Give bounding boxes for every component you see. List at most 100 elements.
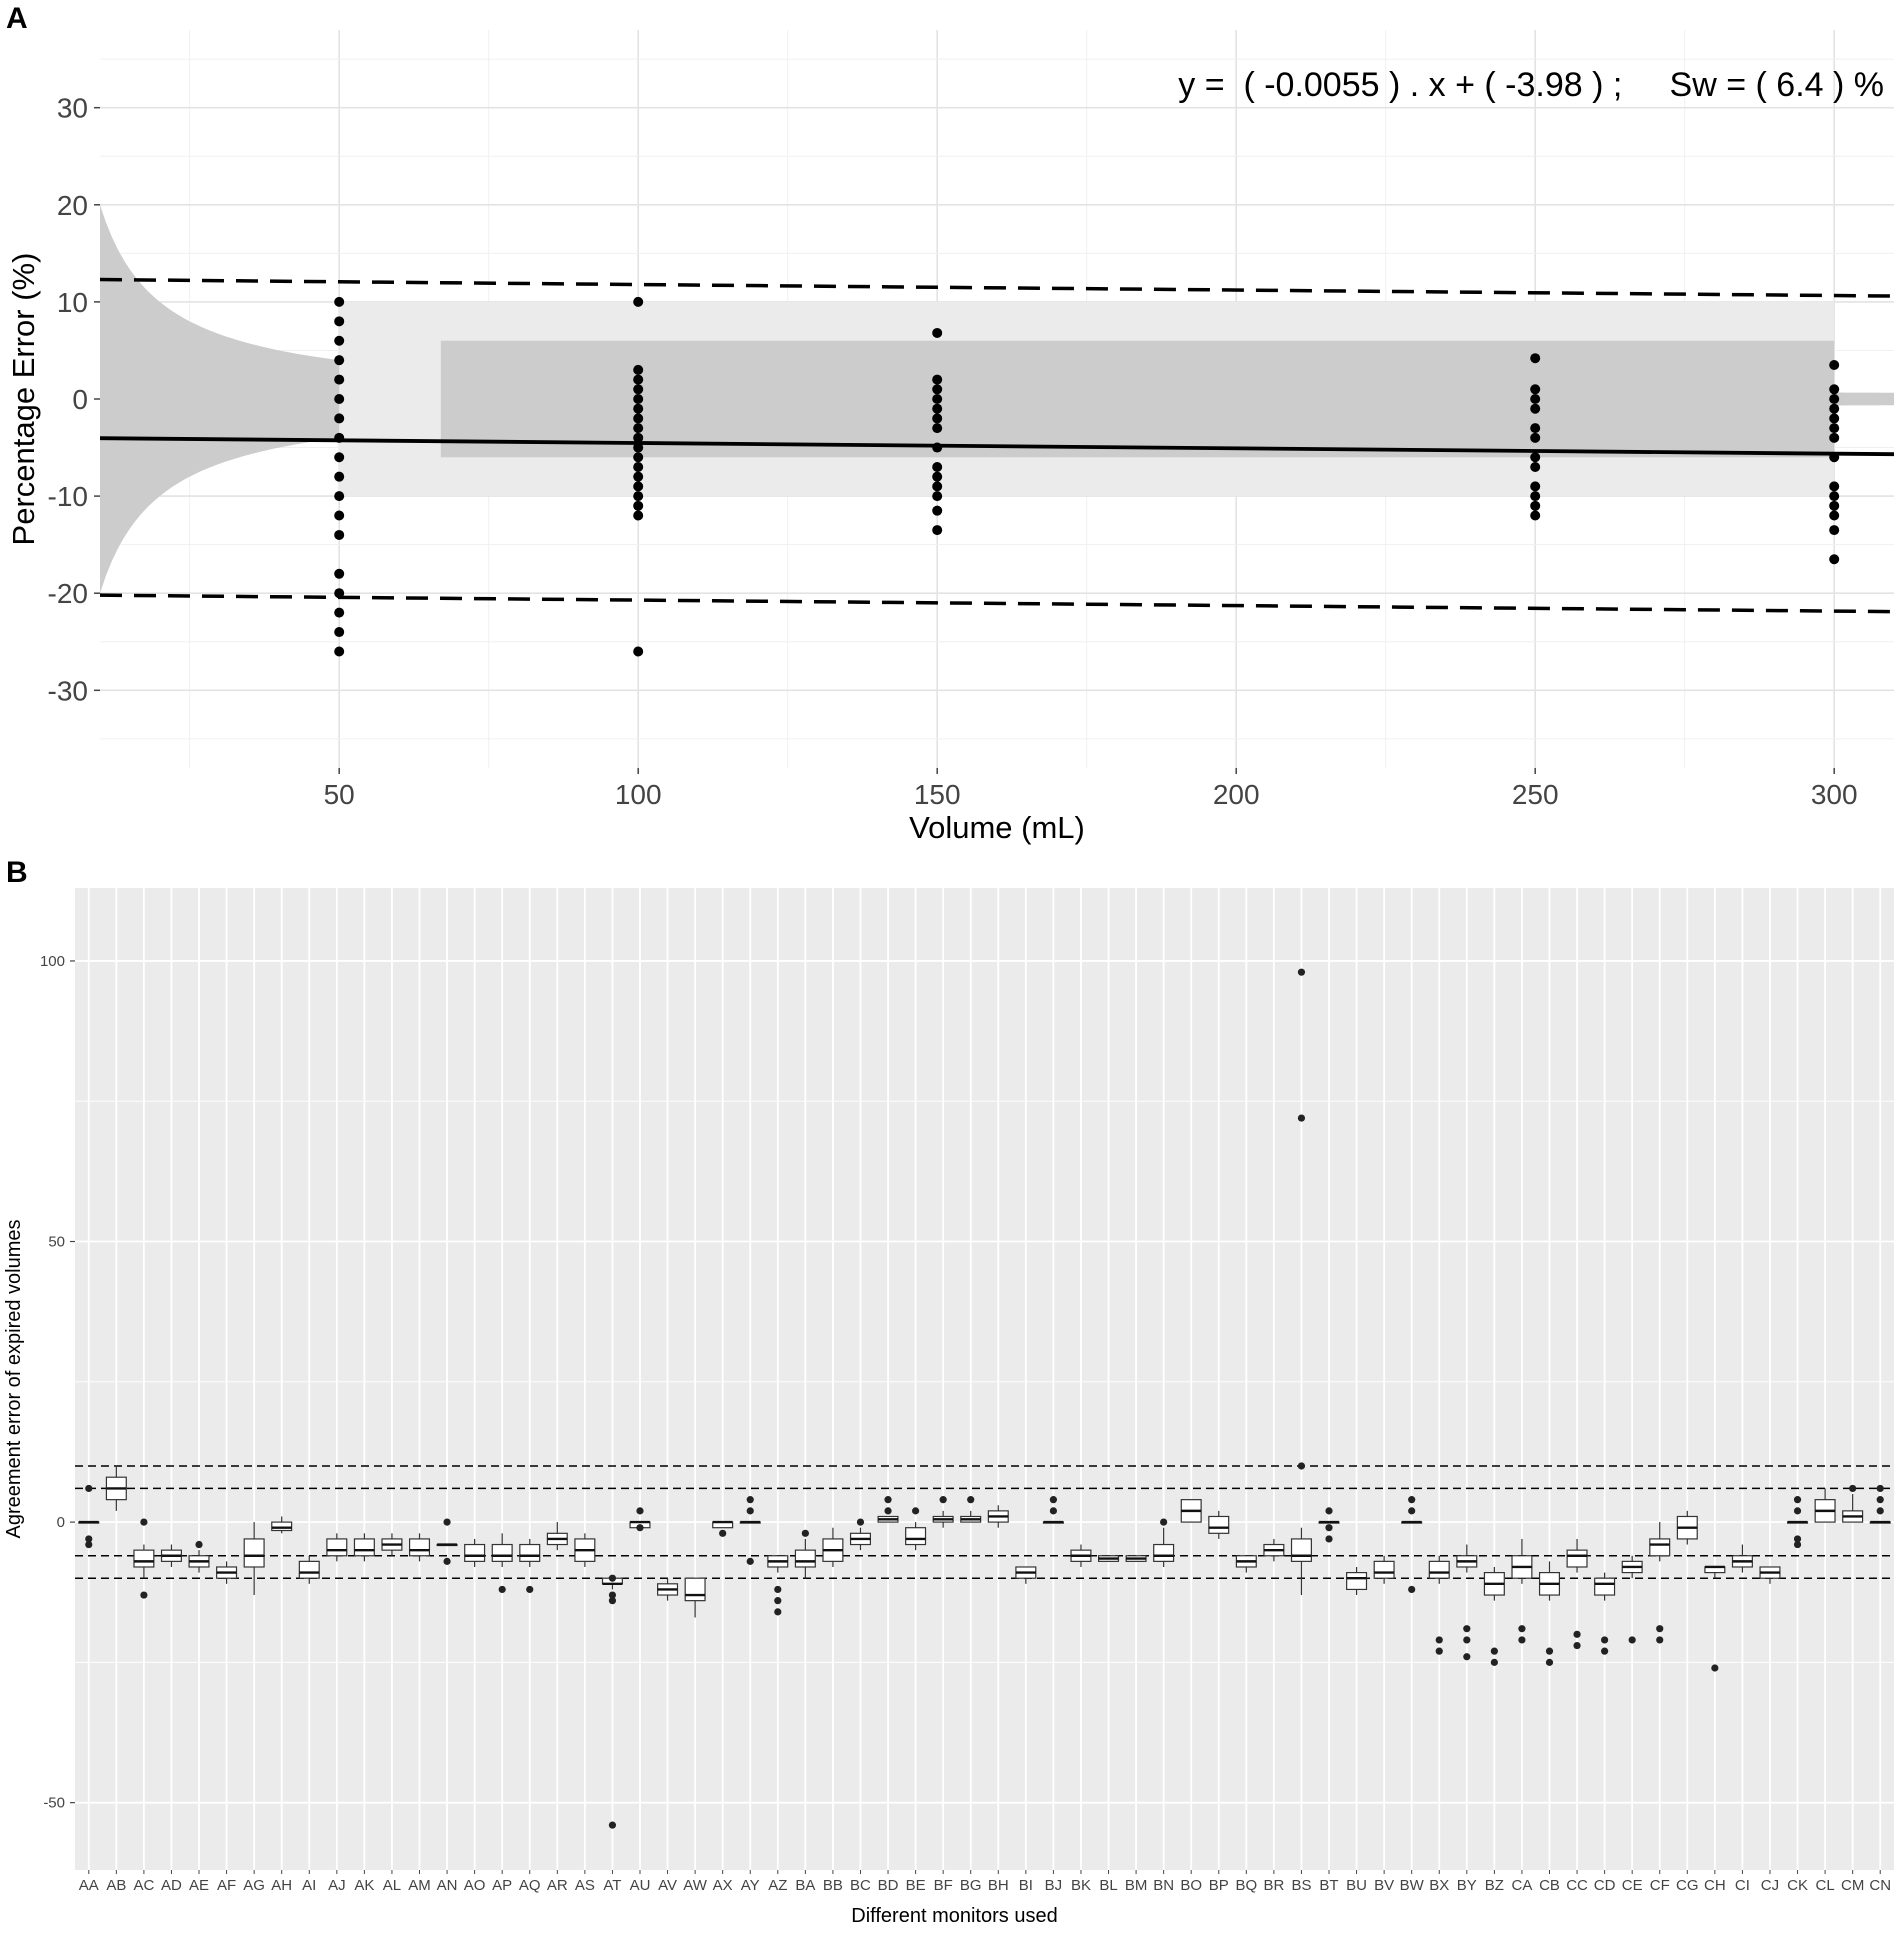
box (1290, 1538, 1312, 1562)
data-point (633, 510, 644, 521)
data-point (334, 355, 345, 366)
x-tick-label: AP (492, 1877, 512, 1894)
data-point (1829, 481, 1840, 492)
x-tick-label: AM (408, 1877, 431, 1894)
data-point (1530, 353, 1541, 364)
x-tick-label: BK (1071, 1877, 1091, 1894)
data-point (633, 413, 644, 424)
box (1428, 1560, 1450, 1579)
box (491, 1543, 513, 1562)
x-tick-label: BN (1153, 1877, 1174, 1894)
x-tick-label: CB (1539, 1877, 1560, 1894)
data-point (1829, 525, 1840, 536)
data-point (1530, 481, 1541, 492)
y-tick-label: 30 (57, 93, 88, 124)
y-tick-label: 0 (72, 384, 88, 415)
outlier-point (1545, 1647, 1554, 1655)
box (298, 1560, 320, 1579)
x-axis-title: Different monitors used (851, 1905, 1057, 1927)
data-point (633, 491, 644, 502)
data-point (932, 413, 943, 424)
outlier-point (939, 1496, 947, 1504)
data-point (932, 327, 943, 338)
data-point (334, 316, 345, 327)
x-tick-label: AK (354, 1877, 374, 1894)
data-point (334, 374, 345, 385)
x-tick-label: BO (1180, 1877, 1202, 1894)
data-point (1530, 394, 1541, 404)
x-tick-label: AJ (328, 1877, 346, 1894)
data-point (1530, 452, 1541, 463)
box (684, 1577, 706, 1602)
data-point (633, 500, 644, 511)
x-tick-label: BP (1209, 1877, 1229, 1894)
x-tick-label: BG (960, 1877, 982, 1894)
data-point (1829, 423, 1840, 434)
data-point (334, 413, 345, 424)
outlier-point (1463, 1653, 1471, 1661)
data-point (932, 505, 943, 516)
data-point (1829, 554, 1840, 565)
data-point (1829, 403, 1840, 414)
x-tick-label: CA (1512, 1877, 1533, 1894)
outlier-point (195, 1540, 203, 1549)
data-point (932, 525, 943, 536)
outlier-point (1297, 1462, 1306, 1470)
outlier-point (1545, 1658, 1554, 1666)
x-tick-label: CM (1841, 1877, 1864, 1894)
data-point (1829, 384, 1840, 395)
outlier-point (1518, 1625, 1526, 1633)
x-tick-label: BQ (1235, 1877, 1257, 1894)
x-tick-label: CG (1676, 1877, 1699, 1894)
x-tick-label: AT (603, 1877, 621, 1894)
outlier-point (608, 1821, 617, 1829)
outlier-point (774, 1585, 782, 1594)
outlier-point (1793, 1540, 1802, 1549)
y-tick-label: 50 (48, 1234, 65, 1251)
outlier-point (1793, 1496, 1802, 1504)
data-point (334, 627, 345, 638)
y-axis-title: Percentage Error (%) (6, 253, 41, 546)
data-point (1829, 413, 1840, 424)
outlier-point (443, 1518, 451, 1526)
outlier-point (1297, 968, 1306, 976)
x-tick-label: BD (878, 1877, 899, 1894)
outlier-point (1435, 1636, 1443, 1644)
data-point (1829, 500, 1840, 511)
x-tick-label: AV (658, 1877, 677, 1894)
x-tick-label: CE (1622, 1877, 1643, 1894)
x-tick-label: BF (934, 1877, 953, 1894)
data-point (633, 296, 644, 307)
box (1373, 1560, 1395, 1579)
outlier-point (636, 1507, 644, 1515)
outlier-point (1490, 1647, 1498, 1655)
outlier-point (746, 1496, 754, 1504)
data-point (334, 588, 345, 599)
outlier-point (85, 1484, 93, 1493)
x-tick-label: AZ (768, 1877, 787, 1894)
x-tick-label: AF (217, 1877, 236, 1894)
data-point (1829, 432, 1840, 443)
outlier-point (140, 1591, 148, 1599)
data-point (334, 607, 345, 618)
outlier-point (1463, 1636, 1471, 1644)
x-tick-label: AS (575, 1877, 595, 1894)
panel-b-label: B (6, 856, 28, 889)
data-point (334, 491, 345, 502)
x-tick-label: 50 (324, 779, 355, 810)
x-tick-label: AY (741, 1877, 760, 1894)
x-tick-label: AH (271, 1877, 292, 1894)
outlier-point (1656, 1625, 1664, 1633)
data-point (334, 529, 345, 540)
box (1153, 1543, 1175, 1562)
outlier-point (1573, 1641, 1581, 1650)
data-point (633, 432, 644, 443)
y-tick-label: -10 (48, 481, 88, 512)
x-tick-label: BH (988, 1877, 1009, 1894)
x-tick-label: AX (713, 1877, 733, 1894)
outlier-point (608, 1591, 617, 1599)
data-point (334, 394, 345, 404)
data-point (1530, 384, 1541, 395)
outlier-point (498, 1585, 506, 1594)
outlier-point (746, 1507, 754, 1515)
